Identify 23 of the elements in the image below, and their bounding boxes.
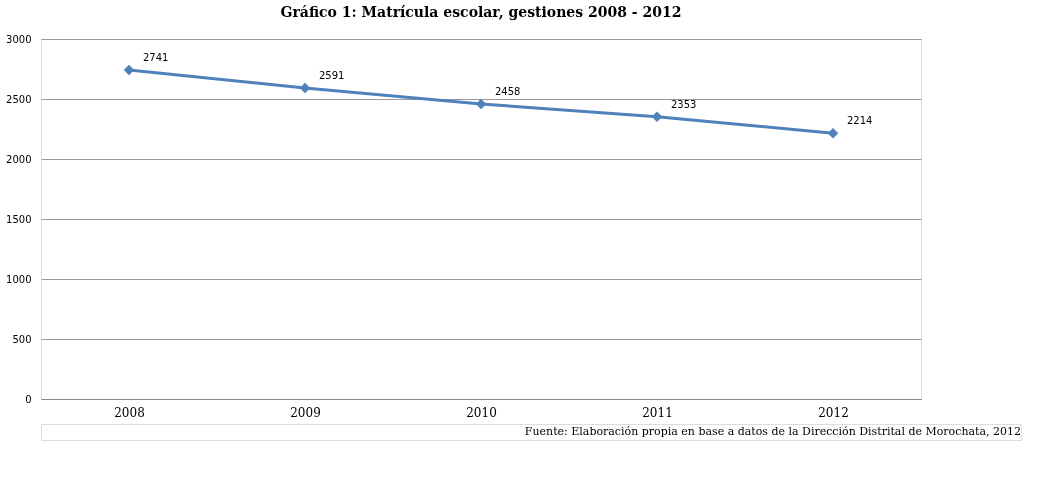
y-tick-label: 500 (12, 333, 32, 345)
data-label: 2458 (495, 86, 521, 98)
x-tick-label: 2012 (818, 405, 849, 420)
data-label: 2353 (671, 98, 697, 110)
y-tick-label: 1500 (6, 213, 32, 225)
y-tick-label: 2000 (6, 153, 32, 165)
y-tick-label: 1000 (6, 273, 32, 285)
x-tick-label: 2010 (466, 405, 497, 420)
point (123, 64, 135, 76)
x-tick-label: 2009 (290, 405, 321, 420)
point (827, 128, 839, 139)
y-tick-label: 0 (25, 393, 32, 405)
y-tick-label: 2500 (6, 93, 32, 105)
y-tick-label: 3000 (6, 33, 32, 45)
chart-title: Gráfico 1: Matrícula escolar, gestiones 2008 - 2012 (280, 4, 682, 20)
x-tick-label: 2011 (642, 405, 673, 420)
point (299, 82, 311, 94)
data-label: 2591 (319, 70, 345, 82)
data-label: 2214 (847, 115, 873, 127)
point (651, 111, 663, 122)
source-note: Fuente: Elaboración propia en base a datos de la Dirección Distrital de Morochata, 2012 (524, 425, 1021, 438)
x-tick-label: 2008 (114, 405, 145, 420)
data-label: 2741 (143, 52, 169, 64)
